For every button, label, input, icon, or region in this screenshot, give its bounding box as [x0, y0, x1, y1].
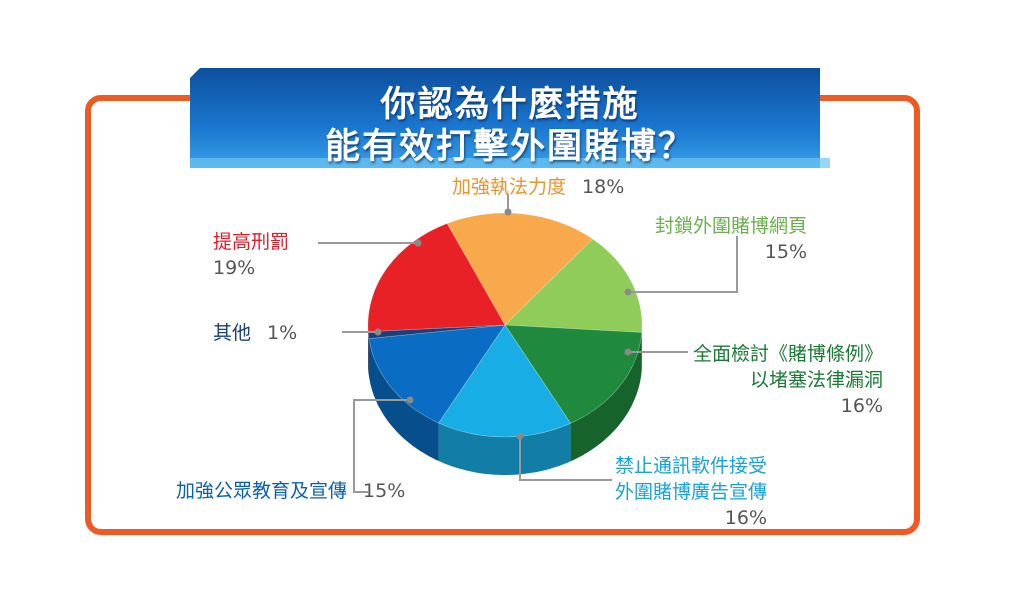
slice-label-2: 全面檢討《賭博條例》以堵塞法律漏洞 16%	[693, 341, 883, 419]
pie-slice-4	[368, 324, 506, 424]
title-banner	[190, 68, 830, 168]
slice-label-text: 提高刑罰	[213, 231, 290, 253]
slice-label-text: 以堵塞法律漏洞	[750, 369, 884, 391]
slice-label-4: 加強公眾教育及宣傳 15%	[176, 478, 405, 504]
slice-label-text: 加強執法力度 18%	[452, 176, 625, 198]
leader-dot-4	[406, 396, 414, 404]
pie-slice-3	[438, 324, 572, 438]
leader-dot-2	[624, 348, 632, 356]
leader-line-4	[353, 399, 410, 493]
pie-slice-1	[504, 238, 643, 333]
slice-label-text: 其他 1%	[213, 322, 298, 344]
slice-value: 16%	[724, 507, 768, 529]
leader-dot-6	[414, 239, 422, 247]
slice-label-1: 封鎖外圍賭博網頁 15%	[655, 213, 807, 265]
leader-dot-0	[504, 208, 512, 216]
slice-label-6: 提高刑罰 19%	[213, 229, 289, 281]
slice-label-5: 其他 1%	[213, 320, 297, 346]
slice-label-3: 禁止通訊軟件接受 外圍賭博廣告宣傳 16%	[615, 453, 767, 531]
title-line-1: 你認為什麼措施	[380, 84, 640, 125]
slice-label-text: 封鎖外圍賭博網頁	[655, 215, 808, 237]
slice-label-0: 加強執法力度 18%	[452, 174, 624, 200]
slice-label-text: 全面檢討《賭博條例》	[693, 343, 884, 365]
pie-side-4	[369, 338, 439, 461]
slice-label-text: 加強公眾教育及宣傳 15%	[176, 480, 406, 502]
pie-slice-6	[367, 223, 506, 333]
slice-label-text: 禁止通訊軟件接受	[615, 455, 768, 477]
slice-value: 19%	[213, 257, 256, 279]
slice-value: 15%	[357, 480, 406, 502]
slice-value: 15%	[764, 241, 808, 263]
slice-value: 18%	[576, 176, 625, 198]
leader-dot-3	[516, 432, 524, 440]
leader-dot-5	[374, 328, 382, 336]
pie-side-5	[368, 331, 369, 377]
leader-line-1	[628, 236, 738, 293]
pie-slice-2	[504, 324, 643, 424]
title-line-2: 能有效打擊外圍賭博？	[324, 126, 695, 167]
slice-label-text: 外圍賭博廣告宣傳	[615, 481, 768, 503]
slice-value: 16%	[840, 395, 884, 417]
leader-line-3	[519, 436, 612, 481]
pie-slice-0	[446, 212, 594, 326]
pie-side-3	[438, 423, 571, 475]
slice-value: 1%	[261, 322, 298, 344]
pie-side-2	[570, 332, 642, 462]
leader-dot-1	[624, 288, 632, 296]
